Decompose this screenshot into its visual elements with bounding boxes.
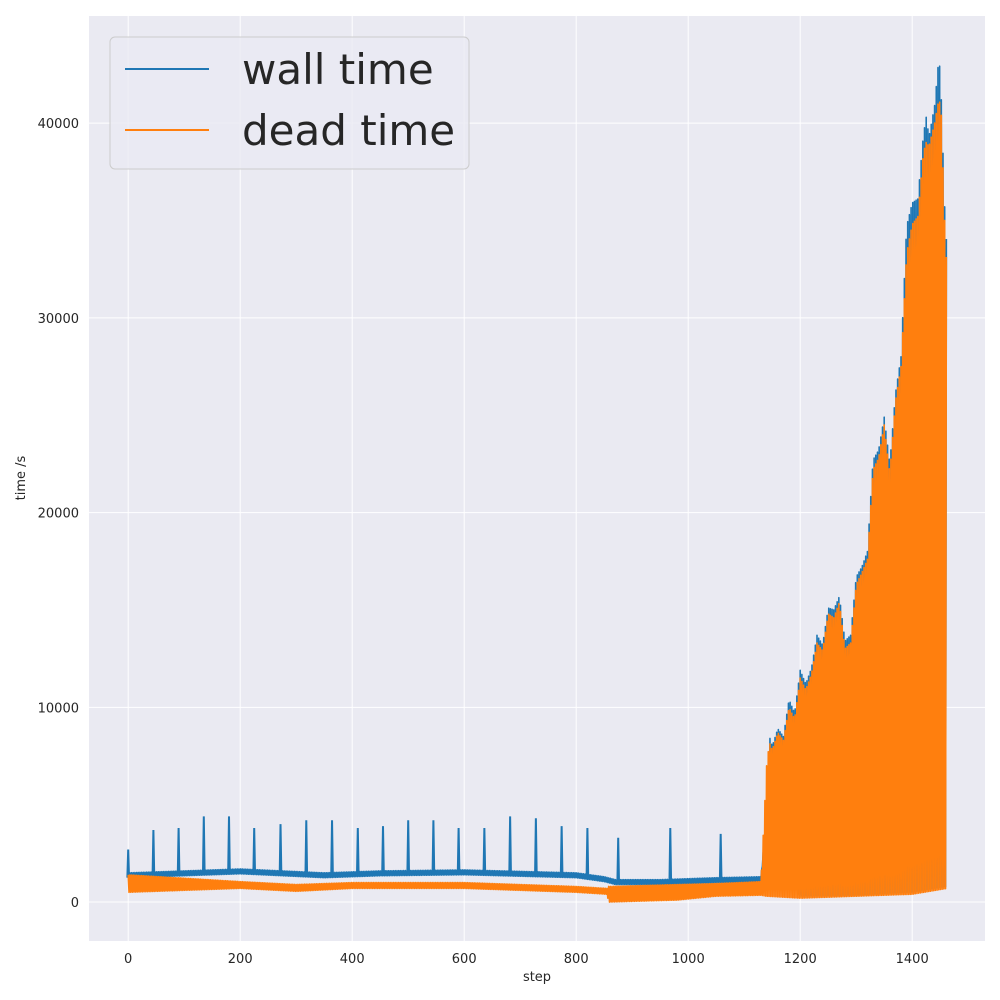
series-spike-wall-time (178, 828, 180, 876)
x-tick-label: 1200 (784, 952, 817, 967)
series-spike-wall-time (407, 820, 409, 875)
y-axis-label: time /s (14, 455, 29, 500)
series-spike-wall-time (280, 824, 282, 876)
x-tick-label: 200 (228, 952, 253, 967)
series-spike-wall-time (127, 849, 129, 877)
series-spike-wall-time (617, 838, 619, 885)
series-spike-wall-time (433, 820, 435, 875)
y-tick-label: 40000 (38, 117, 79, 132)
series-spike-wall-time (253, 828, 255, 874)
series-spike-wall-time (382, 826, 384, 876)
series-spike-wall-time (561, 826, 563, 877)
legend: wall time dead time (110, 37, 469, 169)
y-tick-label: 10000 (38, 701, 79, 716)
series-spike-wall-time (357, 828, 359, 876)
series-spike-wall-time (669, 828, 671, 884)
y-tick-label: 30000 (38, 312, 79, 327)
series-spike-wall-time (720, 834, 722, 883)
x-tick-label: 600 (452, 952, 477, 967)
series-spike-wall-time (484, 828, 486, 875)
y-tick-label: 0 (71, 896, 79, 911)
series-spike-wall-time (153, 830, 155, 877)
series-spike-wall-time (203, 816, 205, 875)
x-tick-label: 0 (124, 952, 132, 967)
series-spike-wall-time (305, 820, 307, 877)
x-tick-label: 800 (564, 952, 589, 967)
x-tick-label: 400 (340, 952, 365, 967)
series-spike-wall-time (458, 828, 460, 875)
legend-label-wall-time: wall time (242, 45, 434, 94)
series-spike-wall-time (509, 816, 511, 876)
series-spike-wall-time (587, 828, 589, 879)
x-tick-label: 1400 (896, 952, 929, 967)
series-spike-wall-time (228, 816, 230, 874)
series-spike-wall-time (331, 820, 333, 877)
series-spike-wall-time (535, 818, 537, 876)
legend-label-dead-time: dead time (242, 106, 455, 155)
x-axis-label: step (523, 970, 551, 985)
y-tick-label: 20000 (38, 507, 79, 522)
x-tick-label: 1000 (672, 952, 705, 967)
